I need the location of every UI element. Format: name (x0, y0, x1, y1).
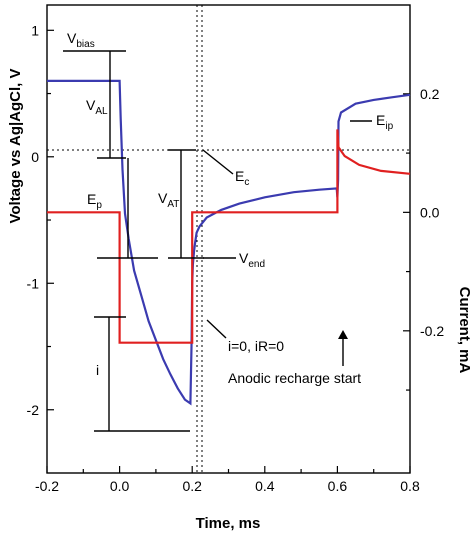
label-anodic-recharge: Anodic recharge start (228, 370, 361, 386)
x-tick-label: -0.2 (35, 478, 59, 494)
y-right-tick-label: 0.2 (420, 86, 440, 102)
label-i: i (96, 362, 99, 378)
label-v-at: VAT (158, 190, 179, 210)
tick-labels: -0.2 0.0 0.2 0.4 0.6 0.8 1 0 -1 -2 0.2 0.0 -0.2 (27, 22, 445, 494)
x-tick-label: 0.0 (110, 478, 130, 494)
label-e-ip: Eip (376, 112, 394, 132)
series-voltage-line (47, 79, 411, 406)
y-axis-label-right: Current, mA (456, 287, 473, 374)
ticks (46, 29, 411, 473)
y-axis-label-left: Voltage vs Ag|AgCl, V (7, 68, 24, 223)
x-tick-label: 0.8 (400, 478, 420, 494)
label-e-c: Ec (235, 168, 249, 188)
label-e-p: Ep (87, 191, 102, 211)
x-tick-label: 0.4 (255, 478, 275, 494)
x-axis-label: Time, ms (196, 515, 261, 532)
annotation-guides (63, 50, 372, 432)
y-right-tick-label: -0.2 (420, 323, 444, 339)
x-tick-label: 0.6 (328, 478, 348, 494)
x-tick-label: 0.2 (182, 478, 202, 494)
plot-frame (46, 4, 411, 474)
label-v-al: VAL (86, 97, 108, 117)
y-left-tick-label: -1 (27, 275, 40, 291)
label-i-zero: i=0, iR=0 (228, 338, 284, 354)
y-left-tick-label: -2 (27, 402, 40, 418)
series-current-line (47, 129, 411, 344)
y-left-tick-label: 0 (31, 149, 39, 165)
y-left-tick-label: 1 (31, 22, 39, 38)
label-v-bias: Vbias (67, 30, 95, 50)
y-right-tick-label: 0.0 (420, 204, 440, 220)
label-v-end: Vend (239, 250, 265, 270)
